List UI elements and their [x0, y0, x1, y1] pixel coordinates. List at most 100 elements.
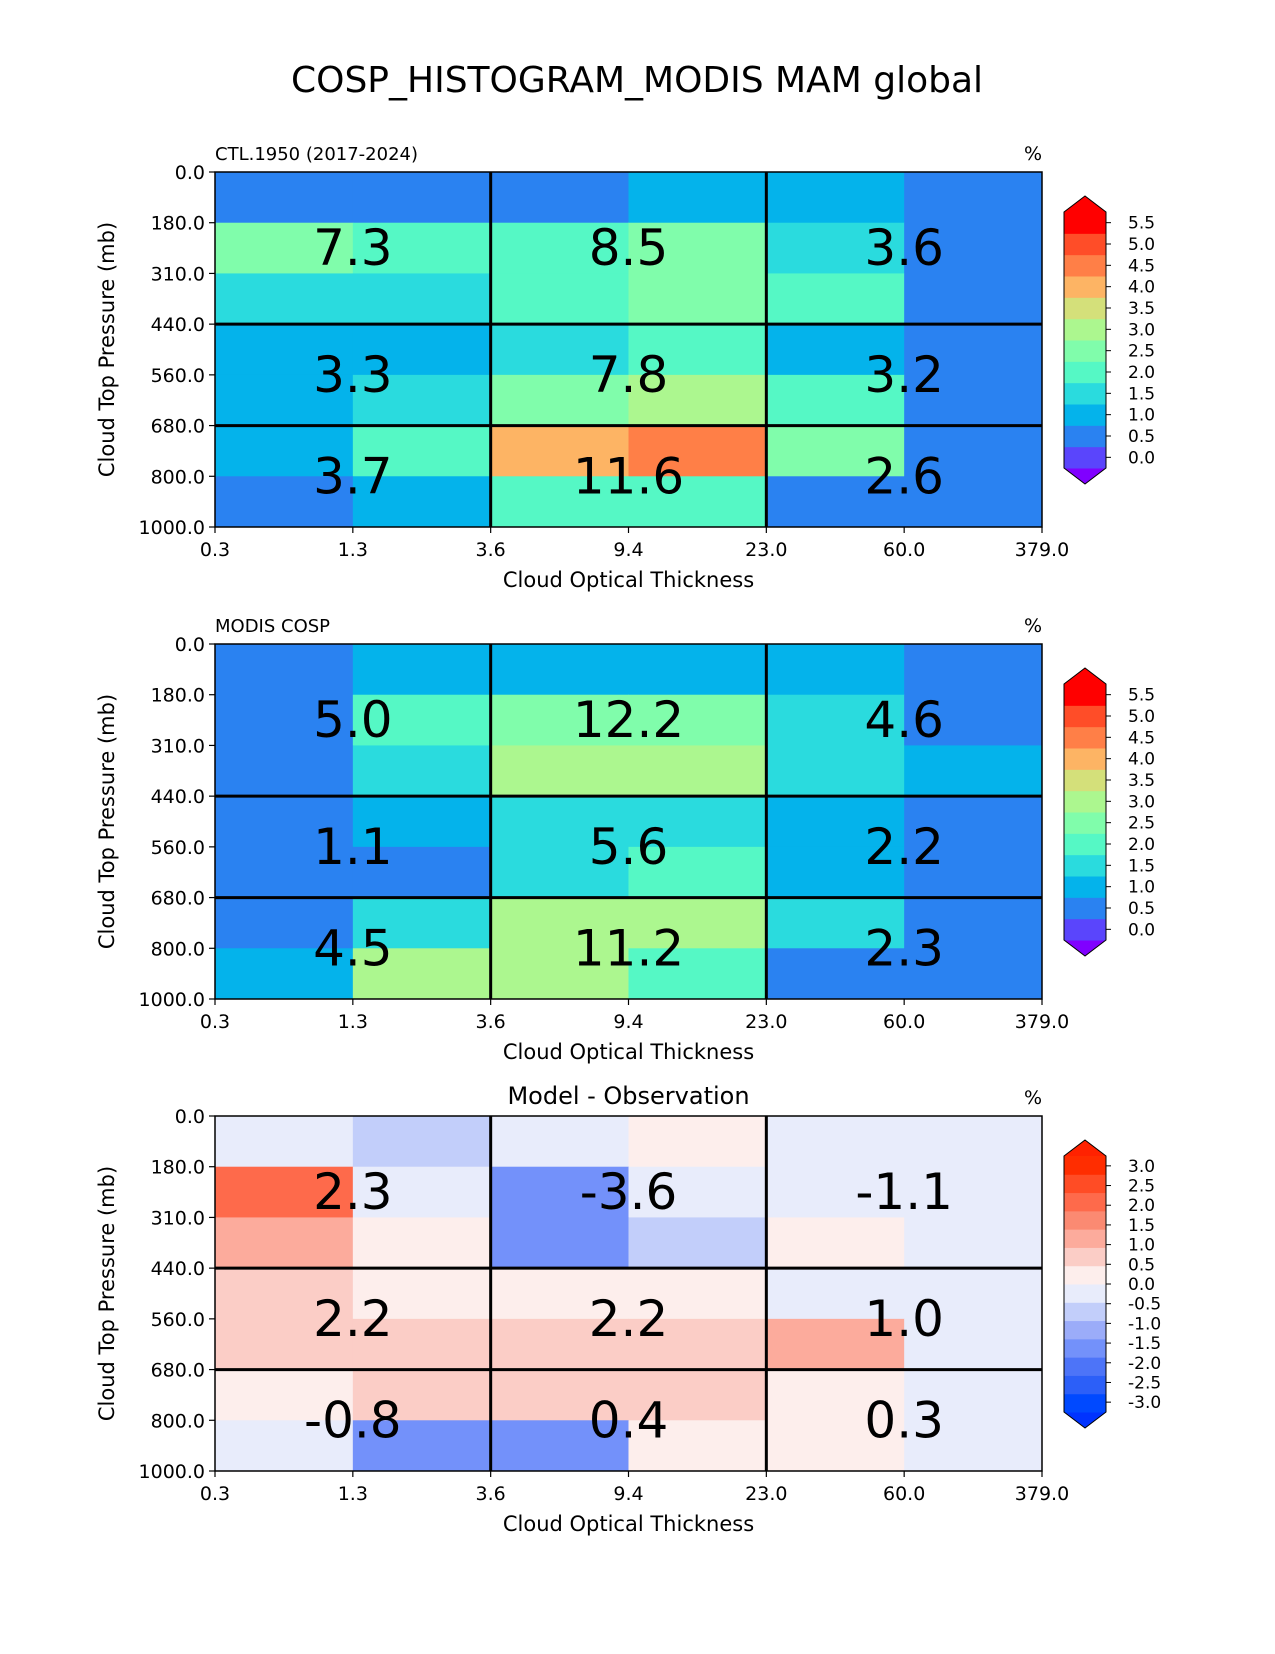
box-value: 2.6	[864, 447, 944, 505]
box-value: 2.2	[864, 818, 944, 876]
heatmap-cell	[628, 694, 767, 746]
heatmap-cell	[766, 1268, 905, 1320]
heatmap-cell	[904, 1369, 1043, 1421]
colorbar-tick-label: -2.5	[1128, 1373, 1161, 1393]
box-value: 2.2	[589, 1290, 669, 1348]
colorbar-swatch	[1064, 769, 1106, 792]
heatmap-cell	[490, 644, 629, 696]
heatmap-cell	[352, 172, 492, 224]
y-tick-label: 180.0	[151, 1157, 205, 1179]
heatmap-cell	[352, 1217, 492, 1269]
heatmap-cell	[904, 1420, 1043, 1472]
y-tick-label: 310.0	[151, 735, 205, 757]
x-tick-label: 379.0	[1015, 1011, 1069, 1033]
heatmap-cell	[904, 425, 1043, 477]
colorbar-tick-label: 2.0	[1128, 1196, 1155, 1216]
colorbar-swatch	[1064, 276, 1106, 298]
x-tick-label: 0.3	[200, 1011, 230, 1033]
heatmap-cell	[766, 1116, 905, 1168]
colorbar-tick-label: 1.5	[1128, 1216, 1155, 1236]
colorbar-swatch	[1064, 212, 1106, 234]
box-value: 3.3	[313, 346, 393, 404]
box-value: 2.3	[864, 919, 944, 977]
heatmap-cell	[904, 324, 1043, 376]
colorbar-swatch	[1064, 748, 1106, 770]
colorbar-swatch	[1064, 705, 1106, 728]
heatmap-cell	[215, 222, 354, 274]
heatmap-cell	[215, 1166, 354, 1218]
y-tick-label: 1000.0	[139, 517, 205, 539]
colorbar-tick-label: 1.5	[1128, 856, 1155, 876]
colorbar-tick-label: -2.0	[1128, 1354, 1161, 1374]
colorbar-swatch	[1064, 1393, 1106, 1413]
x-tick-label: 23.0	[745, 1483, 787, 1505]
x-tick-label: 9.4	[613, 1483, 643, 1505]
x-tick-label: 9.4	[613, 1011, 643, 1033]
heatmap-cell	[628, 897, 767, 949]
heatmap-cell	[628, 1116, 767, 1168]
box-value: 12.2	[573, 691, 684, 749]
y-tick-label: 0.0	[175, 1106, 205, 1128]
heatmap-cell	[490, 1217, 629, 1269]
colorbar-tick-label: 1.0	[1128, 1236, 1155, 1256]
colorbar-swatch	[1064, 233, 1106, 256]
colorbar-swatch	[1064, 1192, 1106, 1212]
panel-left-label: MODIS COSP	[215, 616, 330, 637]
colorbar-swatch	[1064, 897, 1106, 920]
heatmap-cell	[766, 745, 905, 797]
heatmap-cell	[628, 1420, 767, 1472]
heatmap-cell	[766, 948, 905, 1000]
y-tick-label: 680.0	[151, 1360, 205, 1382]
heatmap-cell	[215, 1268, 354, 1320]
heatmap-cell	[352, 273, 492, 325]
heatmap-cell	[352, 694, 492, 746]
colorbar-extend-max	[1064, 1140, 1106, 1156]
colorbar-swatch	[1064, 1210, 1106, 1230]
heatmap-cell	[215, 846, 354, 899]
colorbar-tick-label: 3.5	[1128, 299, 1155, 319]
colorbar-tick-label: 3.5	[1128, 771, 1155, 791]
heatmap-cell	[352, 324, 492, 376]
heatmap-cell	[490, 745, 629, 797]
y-tick-label: 1000.0	[139, 1461, 205, 1483]
colorbar-tick-label: -3.0	[1128, 1393, 1161, 1413]
colorbar-tick-label: 2.0	[1128, 363, 1155, 383]
colorbar-swatch	[1064, 918, 1106, 941]
colorbar-tick-label: 2.5	[1128, 1177, 1155, 1197]
y-tick-label: 1000.0	[139, 989, 205, 1011]
heatmap-cell	[490, 425, 629, 477]
colorbar-swatch	[1064, 382, 1106, 405]
heatmap-cell	[215, 1369, 354, 1421]
heatmap-cell	[904, 897, 1043, 949]
histogram-panel-3: 2.3 -3.6 -1.1 2.2 2.2 1.0 -0.8 0.4 0.3 0.3 1.3 3.6 9…	[95, 1082, 1161, 1536]
y-axis-label: Cloud Top Pressure (mb)	[95, 222, 119, 477]
colorbar-swatch	[1064, 726, 1106, 749]
heatmap-cell	[352, 897, 492, 949]
colorbar-tick-label: 0.0	[1128, 1275, 1155, 1295]
heatmap-cell	[215, 1217, 354, 1269]
box-value: 4.6	[864, 691, 944, 749]
heatmap-cell	[628, 1369, 767, 1421]
heatmap-cell	[215, 1318, 354, 1371]
colorbar-swatch	[1064, 1338, 1106, 1358]
heatmap-cell	[490, 476, 629, 528]
y-axis-label: Cloud Top Pressure (mb)	[95, 1166, 119, 1421]
colorbar-tick-label: 5.0	[1128, 707, 1155, 727]
colorbar-outline	[1063, 195, 1107, 485]
colorbar-tick-label: 0.5	[1128, 899, 1155, 919]
colorbar-swatch	[1064, 446, 1106, 469]
heatmap-cell	[490, 1268, 629, 1320]
y-tick-label: 680.0	[151, 416, 205, 438]
heatmap-cell	[766, 324, 905, 376]
histogram-panel-2: 5.0 12.2 4.6 1.1 5.6 2.2 4.5 11.2 2.3 0.3 1.3 3.6 9.…	[95, 615, 1155, 1064]
colorbar-swatch	[1064, 1156, 1106, 1175]
heatmap-cell	[904, 222, 1043, 274]
heatmap-cell	[215, 324, 354, 376]
units-label: %	[1024, 615, 1042, 637]
box-value: 3.7	[313, 447, 393, 505]
box-value: 1.0	[864, 1290, 944, 1348]
colorbar-tick-label: 5.0	[1128, 235, 1155, 255]
colorbar-swatch	[1064, 404, 1106, 426]
heatmap-cell	[490, 1420, 629, 1472]
colorbar-tick-label: 2.0	[1128, 835, 1155, 855]
